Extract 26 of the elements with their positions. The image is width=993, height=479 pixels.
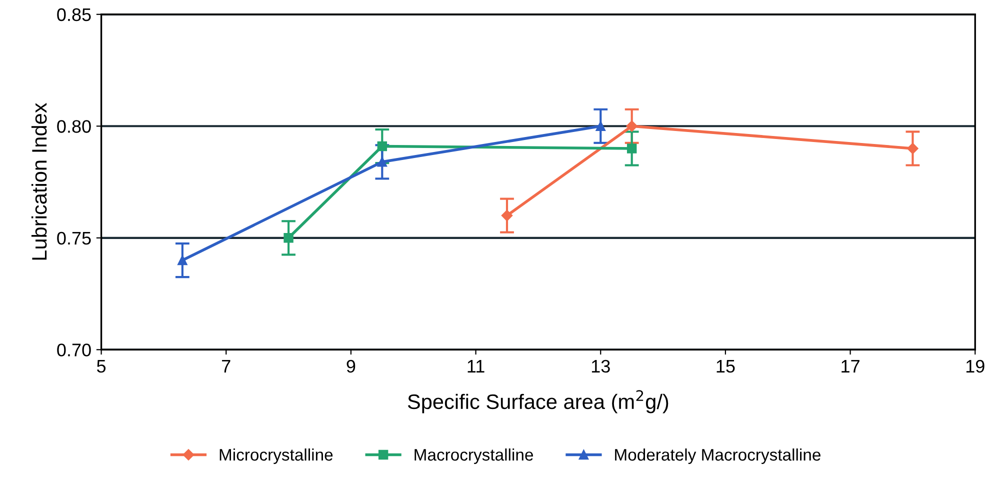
y-tick-label: 0.85 (57, 8, 91, 22)
legend-label: Moderately Macrocrystalline (615, 448, 820, 464)
y-tick-label: 0.75 (57, 232, 91, 245)
x-axis-title: Specific Surface area (m$^{2}$g/) (408, 390, 668, 414)
legend-label: Microcrystalline (220, 448, 333, 464)
point (284, 233, 294, 243)
point (178, 255, 188, 266)
legend-label: Macrocrystalline (414, 448, 533, 464)
x-tick-label: 15 (716, 360, 735, 373)
point (626, 120, 638, 132)
point (377, 157, 388, 167)
point (377, 141, 388, 152)
y-axis-title: Lubrication Index (31, 102, 47, 260)
x-tick-label: 19 (966, 360, 984, 373)
x-tick-label: 13 (592, 360, 610, 373)
point (626, 144, 637, 154)
y-tick-label: 0.70 (57, 344, 91, 356)
x-tick-label: 5 (96, 360, 106, 373)
x-tick-label: 17 (842, 360, 860, 372)
point (907, 142, 918, 154)
x-tick-label: 9 (346, 360, 356, 373)
x-tick-label: 7 (222, 360, 230, 372)
y-tick-label: 0.80 (57, 120, 91, 133)
x-tick-label: 11 (468, 360, 484, 372)
point (596, 121, 606, 131)
point (501, 210, 513, 222)
